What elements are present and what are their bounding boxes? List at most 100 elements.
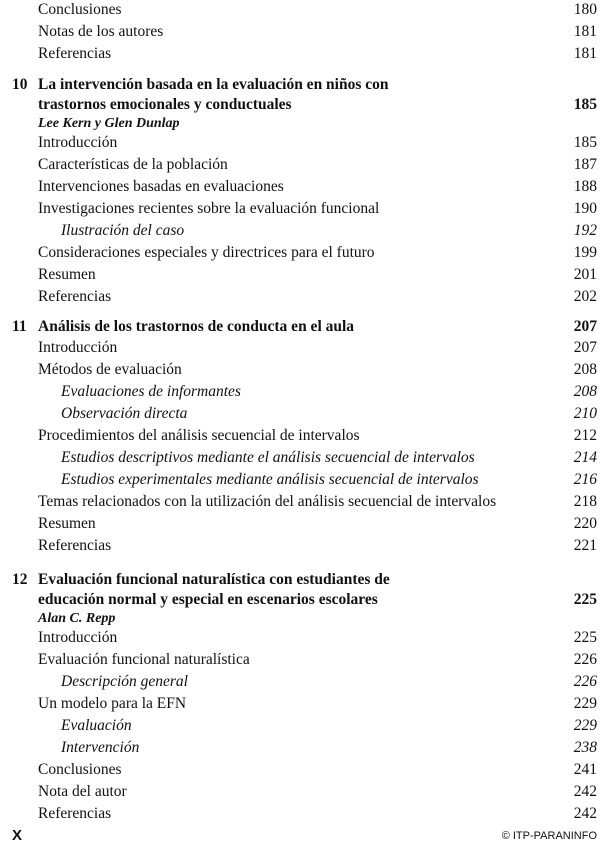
entry-title: Nota del autor (38, 783, 127, 800)
entry-title: Procedimientos del análisis secuencial d… (38, 427, 360, 444)
toc-entry: Introducción 207 (0, 337, 600, 359)
toc-entry: Introducción 225 (0, 627, 600, 649)
entry-title: Referencias (38, 288, 112, 305)
entry-page: 185 (573, 134, 597, 151)
toc-subentry: Estudios descriptivos mediante el anális… (0, 447, 600, 469)
toc-entry: Conclusiones 241 (0, 759, 600, 781)
entry-title: Conclusiones (38, 761, 122, 778)
entry-page: 225 (573, 629, 597, 646)
entry-page: 180 (573, 1, 597, 18)
entry-page: 221 (573, 537, 597, 554)
toc-entry: Referencias 221 (0, 535, 600, 557)
chapter-title-line: Evaluación funcional naturalística con e… (0, 570, 600, 590)
entry-title: Introducción (38, 134, 118, 151)
toc-entry: Intervenciones basadas en evaluaciones 18… (0, 176, 600, 198)
entry-page: 201 (573, 266, 597, 283)
chapter-title: trastornos emocionales y conductuales (38, 96, 292, 113)
toc-entry: Referencias 181 (0, 43, 600, 65)
chapter-page: 225 (573, 591, 597, 608)
entry-title: Referencias (38, 45, 112, 62)
entry-page: 241 (573, 761, 597, 778)
entry-title: Evaluación (61, 717, 132, 734)
chapter-title-line: Análisis de los trastornos de conducta e… (0, 317, 600, 337)
entry-page: 242 (573, 805, 597, 822)
entry-title: Introducción (38, 629, 118, 646)
toc-entry: Investigaciones recientes sobre la evalu… (0, 198, 600, 220)
toc-entry: Conclusiones 180 (0, 0, 600, 21)
toc-subentry: Evaluación 229 (0, 715, 600, 737)
entry-page: 192 (573, 222, 597, 239)
chapter-heading: 10 La intervención basada en la evaluació… (0, 75, 600, 132)
toc-subentry: Ilustración del caso 192 (0, 220, 600, 242)
entry-title: Intervención (61, 739, 140, 756)
toc-entry: Nota del autor 242 (0, 781, 600, 803)
toc-subentry: Evaluaciones de informantes 208 (0, 381, 600, 403)
entry-title: Introducción (38, 339, 118, 356)
toc-subentry: Intervención 238 (0, 737, 600, 759)
entry-title: Resumen (38, 515, 96, 532)
entry-page: 226 (573, 651, 597, 668)
entry-title: Intervenciones basadas en evaluaciones (38, 178, 284, 195)
chapter-title-line: trastornos emocionales y conductuales 185 (0, 95, 600, 115)
chapter-title: educación normal y especial en escenario… (38, 591, 378, 608)
entry-page: 190 (573, 200, 597, 217)
entry-page: 208 (573, 383, 597, 400)
toc-entry: Consideraciones especiales y directrices… (0, 242, 600, 264)
chapter-number: 11 (12, 318, 27, 335)
toc-entry: Resumen 220 (0, 513, 600, 535)
entry-title: Observación directa (61, 405, 188, 422)
chapter-page: 185 (573, 96, 597, 113)
chapter-heading: 11 Análisis de los trastornos de conducta… (0, 317, 600, 337)
toc-entry: Evaluación funcional naturalística 226 (0, 649, 600, 671)
entry-page: 199 (573, 244, 597, 261)
entry-page: 229 (573, 717, 597, 734)
toc-entry: Un modelo para la EFN 229 (0, 693, 600, 715)
entry-title: Notas de los autores (38, 23, 164, 40)
toc-entry: Notas de los autores 181 (0, 21, 600, 43)
page-number: X (12, 827, 23, 844)
entry-title: Métodos de evaluación (38, 361, 182, 378)
chapter-author: Alan C. Repp (38, 611, 116, 626)
entry-page: 208 (573, 361, 597, 378)
entry-page: 188 (573, 178, 597, 195)
entry-title: Ilustración del caso (61, 222, 185, 239)
toc-subentry: Estudios experimentales mediante análisi… (0, 469, 600, 491)
entry-page: 214 (573, 449, 597, 466)
entry-page: 210 (573, 405, 597, 422)
entry-title: Referencias (38, 537, 112, 554)
entry-page: 216 (573, 471, 597, 488)
entry-page: 226 (573, 673, 597, 690)
entry-title: Temas relacionados con la utilización de… (38, 493, 497, 510)
chapter-title-line: La intervención basada en la evaluación … (0, 75, 600, 95)
chapter-heading: 12 Evaluación funcional naturalística con… (0, 570, 600, 627)
entry-page: 181 (573, 45, 597, 62)
entry-page: 212 (573, 427, 597, 444)
entry-page: 242 (573, 783, 597, 800)
toc-entry: Características de la población 187 (0, 154, 600, 176)
entry-title: Consideraciones especiales y directrices… (38, 244, 375, 261)
entry-title: Evaluación funcional naturalística (38, 651, 250, 668)
chapter-number: 10 (12, 76, 28, 93)
toc-subentry: Descripción general 226 (0, 671, 600, 693)
chapter-page: 207 (573, 318, 597, 335)
entry-title: Evaluaciones de informantes (61, 383, 241, 400)
entry-title: Descripción general (61, 673, 188, 690)
entry-title: Resumen (38, 266, 96, 283)
toc-subentry: Observación directa 210 (0, 403, 600, 425)
toc-entry: Referencias 202 (0, 286, 600, 308)
toc-entry: Referencias 242 (0, 803, 600, 825)
entry-title: Referencias (38, 805, 112, 822)
chapter-title: La intervención basada en la evaluación … (38, 76, 389, 93)
entry-title: Conclusiones (38, 1, 122, 18)
chapter-title: Análisis de los trastornos de conducta e… (38, 318, 355, 335)
chapter-title: Evaluación funcional naturalística con e… (38, 571, 390, 588)
entry-page: 229 (573, 695, 597, 712)
publisher-credit: © ITP-PARANINFO (501, 830, 597, 842)
toc-entry: Procedimientos del análisis secuencial d… (0, 425, 600, 447)
entry-page: 238 (573, 739, 597, 756)
entry-title: Estudios experimentales mediante análisi… (61, 471, 479, 488)
toc-entry: Temas relacionados con la utilización de… (0, 491, 600, 513)
entry-page: 187 (573, 156, 597, 173)
toc-entry: Introducción 185 (0, 132, 600, 154)
chapter-author: Lee Kern y Glen Dunlap (38, 116, 180, 131)
